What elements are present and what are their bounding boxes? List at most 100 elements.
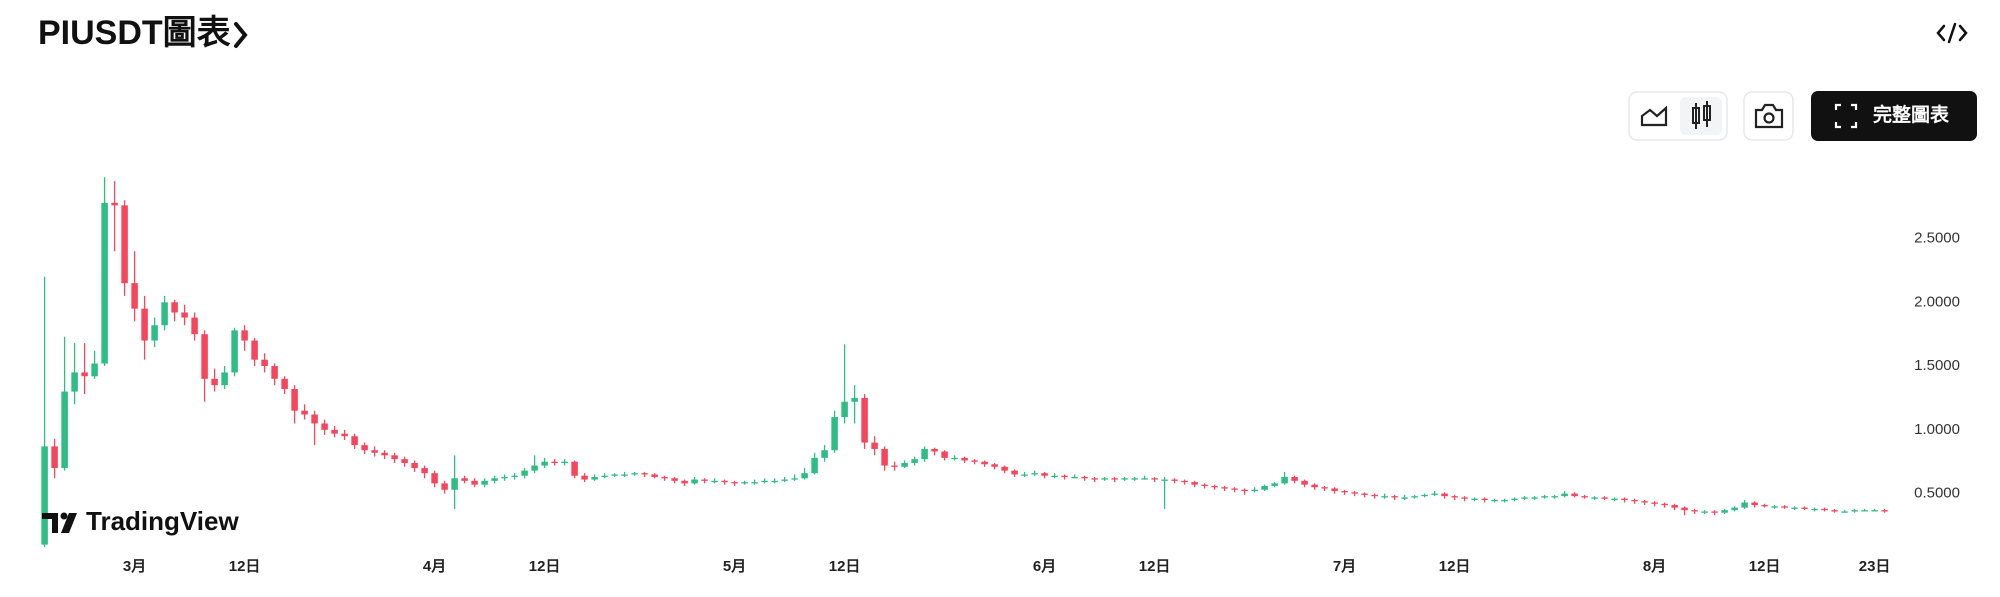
candle-body bbox=[1031, 473, 1038, 475]
candle-body bbox=[1791, 507, 1798, 509]
candle-body bbox=[471, 480, 478, 485]
candle-body bbox=[691, 479, 698, 484]
x-tick-label: 12日 bbox=[229, 558, 261, 575]
candle-body bbox=[771, 480, 778, 483]
candle-body bbox=[1081, 477, 1088, 479]
candle-body bbox=[341, 433, 348, 437]
candle-body bbox=[331, 429, 338, 434]
candle-body bbox=[71, 372, 78, 392]
x-tick-label: 7月 bbox=[1333, 558, 1356, 575]
candle-body bbox=[821, 450, 828, 458]
candle-body bbox=[941, 451, 948, 458]
candle-body bbox=[561, 461, 568, 464]
snapshot-button[interactable] bbox=[1743, 91, 1794, 141]
candle-body bbox=[531, 465, 538, 471]
x-tick-label: 5月 bbox=[723, 558, 746, 575]
candle-body bbox=[91, 363, 98, 377]
plot-area: 0.5000 1.0000 1.5000 2.0000 2.5000 3月 12日 4月 12日… bbox=[41, 177, 1960, 575]
chart-type-toggle bbox=[1628, 91, 1728, 141]
candle-body bbox=[1821, 508, 1828, 511]
candle-body bbox=[1651, 502, 1658, 504]
logo-mark-v bbox=[61, 513, 77, 533]
candle-body bbox=[811, 457, 818, 474]
x-tick-label: 23日 bbox=[1859, 558, 1891, 575]
candle-body bbox=[631, 473, 638, 475]
x-tick-label: 12日 bbox=[1749, 558, 1781, 575]
candle-body bbox=[671, 478, 678, 481]
candle-body bbox=[301, 410, 308, 415]
camera-lens bbox=[1763, 112, 1775, 124]
candle-body bbox=[591, 477, 598, 480]
candle-body bbox=[931, 448, 938, 452]
full-chart-button[interactable]: 完整圖表 bbox=[1811, 91, 1977, 141]
candle-body bbox=[141, 308, 148, 341]
candle-body bbox=[681, 480, 688, 484]
candle-body bbox=[1501, 499, 1508, 502]
candle-body bbox=[951, 457, 958, 460]
candle-body bbox=[1331, 488, 1338, 492]
embed-code-icon[interactable] bbox=[1936, 22, 1968, 44]
candle-body bbox=[751, 482, 758, 484]
candle-body bbox=[1381, 496, 1388, 498]
candle-body bbox=[711, 480, 718, 483]
candle-body bbox=[1271, 483, 1278, 486]
candle-body bbox=[291, 389, 298, 411]
x-tick-label: 12日 bbox=[529, 558, 561, 575]
candle-body bbox=[1071, 477, 1078, 479]
y-tick-label: 2.0000 bbox=[1914, 293, 1960, 310]
candle-chart-button[interactable] bbox=[1680, 97, 1722, 135]
candle-body bbox=[781, 479, 788, 481]
x-tick-label: 8月 bbox=[1643, 558, 1666, 575]
candle-body bbox=[271, 366, 278, 379]
candle-body bbox=[911, 459, 918, 463]
candle-body bbox=[1191, 482, 1198, 485]
candle-body bbox=[1261, 485, 1268, 490]
candle-body bbox=[1831, 510, 1838, 512]
candle-body bbox=[261, 359, 268, 367]
candle-body bbox=[1641, 501, 1648, 503]
x-tick-label: 6月 bbox=[1033, 558, 1056, 575]
candle-body bbox=[1401, 497, 1408, 499]
candle-body bbox=[1581, 496, 1588, 498]
candle-body bbox=[401, 459, 408, 463]
snapshot-frame[interactable] bbox=[1743, 91, 1794, 141]
candle-body bbox=[1311, 484, 1318, 488]
candle-body bbox=[921, 448, 928, 460]
candle-body bbox=[1471, 498, 1478, 500]
candle-body bbox=[1291, 477, 1298, 481]
title-chevron[interactable] bbox=[234, 22, 248, 48]
candle-body bbox=[661, 477, 668, 479]
page-title: PIUSDT圖表 bbox=[38, 14, 231, 52]
full-chart-label[interactable]: 完整圖表 bbox=[1873, 103, 1950, 126]
x-tick-label: 12日 bbox=[1439, 558, 1471, 575]
candle-body bbox=[731, 482, 738, 484]
candle-body bbox=[41, 446, 48, 545]
candle-body bbox=[131, 283, 138, 309]
candle-body bbox=[151, 325, 158, 341]
candle-body bbox=[761, 480, 768, 483]
candle-body bbox=[861, 397, 868, 443]
candle-body bbox=[231, 330, 238, 373]
candle-body bbox=[1051, 475, 1058, 478]
candle-body bbox=[51, 446, 58, 469]
candle-body bbox=[1321, 487, 1328, 489]
candle-body bbox=[621, 474, 628, 476]
candle-body bbox=[1881, 510, 1888, 512]
candle-body bbox=[1541, 496, 1548, 498]
candle-body bbox=[1391, 496, 1398, 498]
candle-body bbox=[851, 397, 858, 402]
candle-body bbox=[1041, 473, 1048, 476]
line-chart-button[interactable] bbox=[1640, 105, 1668, 127]
candle-body bbox=[1491, 499, 1498, 502]
candle-body bbox=[61, 391, 68, 469]
candle-body bbox=[641, 473, 648, 475]
y-tick-label: 1.5000 bbox=[1914, 357, 1960, 374]
candle-body bbox=[571, 461, 578, 476]
candle-body bbox=[1411, 496, 1418, 498]
candle-body bbox=[451, 478, 458, 490]
candle-body bbox=[1431, 493, 1438, 495]
full-chart-bg[interactable] bbox=[1811, 91, 1977, 141]
x-tick-label: 12日 bbox=[1139, 558, 1171, 575]
candle-body bbox=[1871, 510, 1878, 512]
candle-body bbox=[1561, 493, 1568, 497]
